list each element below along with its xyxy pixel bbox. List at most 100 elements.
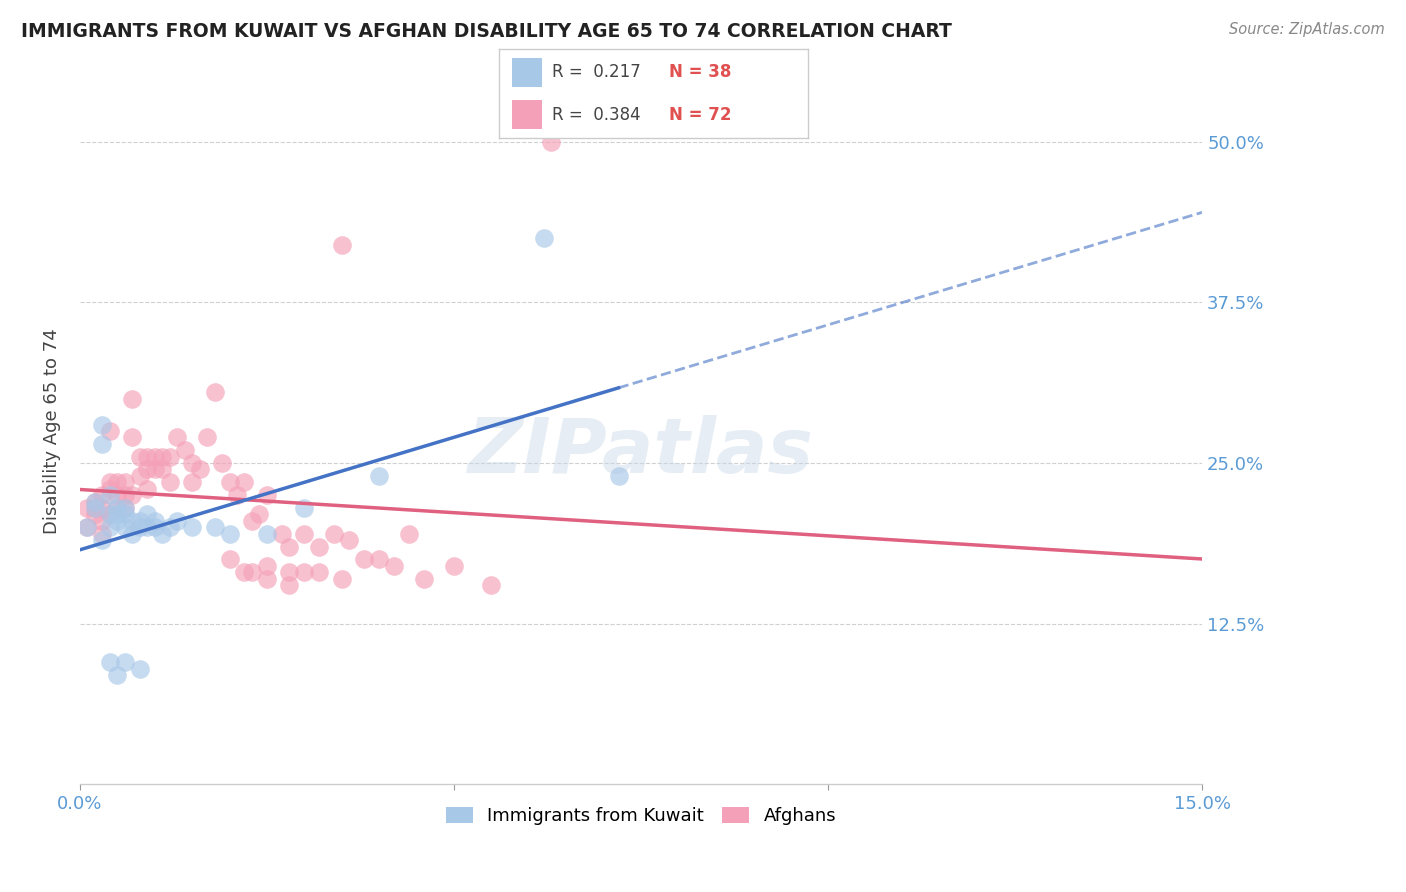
Point — [128, 520, 150, 534]
Point — [98, 482, 121, 496]
Y-axis label: Disability Age 65 to 74: Disability Age 65 to 74 — [44, 328, 60, 533]
Point — [256, 488, 278, 502]
Point — [150, 526, 173, 541]
Point — [91, 488, 114, 502]
Point — [76, 501, 98, 516]
Point — [292, 566, 315, 580]
Point — [105, 508, 128, 522]
Point — [98, 656, 121, 670]
Point — [413, 572, 436, 586]
Point — [98, 508, 121, 522]
Point — [98, 424, 121, 438]
Point — [91, 501, 114, 516]
Point — [98, 488, 121, 502]
Point — [91, 417, 114, 432]
Point — [233, 566, 256, 580]
FancyBboxPatch shape — [512, 100, 543, 129]
Point — [211, 456, 233, 470]
Point — [114, 508, 136, 522]
Point — [150, 450, 173, 464]
Point — [121, 514, 143, 528]
Point — [83, 501, 105, 516]
Point — [278, 566, 301, 580]
Point — [105, 475, 128, 490]
Point — [292, 526, 315, 541]
Point — [114, 656, 136, 670]
Point — [330, 237, 353, 252]
Text: R =  0.217: R = 0.217 — [551, 63, 641, 81]
Point — [181, 520, 204, 534]
Text: ZIPatlas: ZIPatlas — [468, 415, 814, 489]
FancyBboxPatch shape — [512, 58, 543, 87]
Point — [98, 520, 121, 534]
Point — [330, 572, 353, 586]
Point — [91, 533, 114, 548]
Point — [76, 520, 98, 534]
Point — [195, 430, 218, 444]
Point — [136, 482, 159, 496]
Point — [382, 558, 405, 573]
Point — [121, 430, 143, 444]
Point — [443, 558, 465, 573]
Point — [308, 566, 330, 580]
Point — [128, 662, 150, 676]
Point — [240, 514, 263, 528]
Point — [136, 462, 159, 476]
Point — [114, 475, 136, 490]
Point — [136, 450, 159, 464]
Point — [83, 501, 105, 516]
Point — [114, 520, 136, 534]
Point — [256, 558, 278, 573]
Point — [204, 520, 226, 534]
Point — [166, 430, 188, 444]
Point — [188, 462, 211, 476]
Point — [105, 668, 128, 682]
Point — [337, 533, 360, 548]
Point — [398, 526, 420, 541]
Point — [181, 456, 204, 470]
Point — [249, 508, 271, 522]
Point — [278, 578, 301, 592]
Point — [128, 514, 150, 528]
Point — [159, 475, 181, 490]
Point — [607, 469, 630, 483]
Point — [308, 540, 330, 554]
Point — [105, 514, 128, 528]
Text: IMMIGRANTS FROM KUWAIT VS AFGHAN DISABILITY AGE 65 TO 74 CORRELATION CHART: IMMIGRANTS FROM KUWAIT VS AFGHAN DISABIL… — [21, 22, 952, 41]
Point — [204, 385, 226, 400]
Point — [136, 520, 159, 534]
Text: N = 38: N = 38 — [669, 63, 731, 81]
Point — [159, 520, 181, 534]
Point — [368, 552, 391, 566]
Point — [91, 526, 114, 541]
Point — [143, 462, 166, 476]
Text: Source: ZipAtlas.com: Source: ZipAtlas.com — [1229, 22, 1385, 37]
Point — [181, 475, 204, 490]
Point — [166, 514, 188, 528]
Legend: Immigrants from Kuwait, Afghans: Immigrants from Kuwait, Afghans — [446, 806, 837, 825]
Point — [105, 501, 128, 516]
Point — [368, 469, 391, 483]
Point — [98, 508, 121, 522]
Point — [218, 552, 240, 566]
Point — [233, 475, 256, 490]
Point — [256, 526, 278, 541]
Point — [136, 508, 159, 522]
Point — [105, 501, 128, 516]
Point — [114, 488, 136, 502]
Point — [353, 552, 375, 566]
Point — [150, 462, 173, 476]
Point — [121, 526, 143, 541]
Point — [159, 450, 181, 464]
Point — [323, 526, 346, 541]
Point — [114, 501, 136, 516]
Point — [540, 135, 562, 149]
Point — [98, 475, 121, 490]
Point — [128, 469, 150, 483]
Point — [83, 494, 105, 508]
Point — [226, 488, 249, 502]
Point — [533, 231, 555, 245]
Point — [83, 494, 105, 508]
Point — [128, 450, 150, 464]
Point — [240, 566, 263, 580]
